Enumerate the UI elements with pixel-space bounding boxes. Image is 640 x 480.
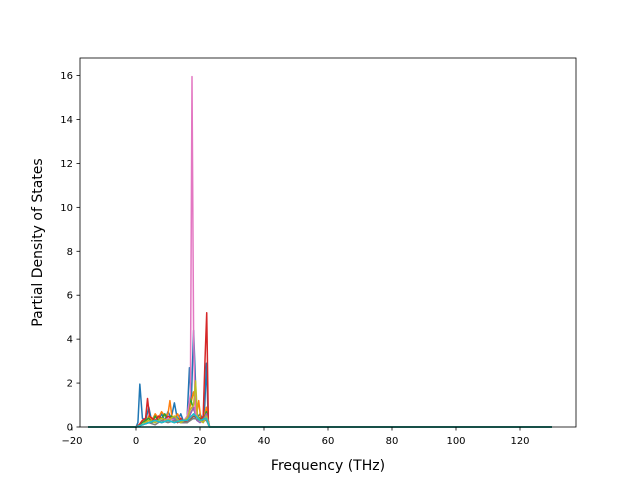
y-tick-label: 8: [67, 247, 73, 258]
x-tick-label: 60: [322, 436, 335, 447]
y-tick-label: 2: [67, 379, 73, 390]
pdos-series-10: [88, 413, 552, 428]
y-tick-label: 0: [67, 423, 73, 434]
y-tick-label: 12: [60, 159, 73, 170]
y-tick-label: 10: [60, 203, 73, 214]
y-tick-label: 16: [60, 71, 73, 82]
x-tick-label: 20: [194, 436, 207, 447]
pdos-series-9: [88, 380, 552, 428]
x-tick-label: 100: [446, 436, 465, 447]
x-axis: −20 0 20 40 60 80 100 120: [61, 427, 530, 447]
y-tick-label: 4: [67, 335, 73, 346]
x-axis-label: Frequency (THz): [271, 458, 385, 474]
x-tick-label: 120: [510, 436, 529, 447]
x-tick-label: 40: [258, 436, 271, 447]
y-axis-label: Partial Density of States: [30, 158, 46, 326]
y-axis: 0 2 4 6 8 10 12 14 16: [60, 71, 80, 434]
x-tick-label: 80: [386, 436, 399, 447]
y-tick-label: 14: [60, 115, 73, 126]
x-tick-label: 0: [133, 436, 139, 447]
y-tick-label: 6: [67, 291, 73, 302]
x-tick-label: −20: [61, 436, 82, 447]
